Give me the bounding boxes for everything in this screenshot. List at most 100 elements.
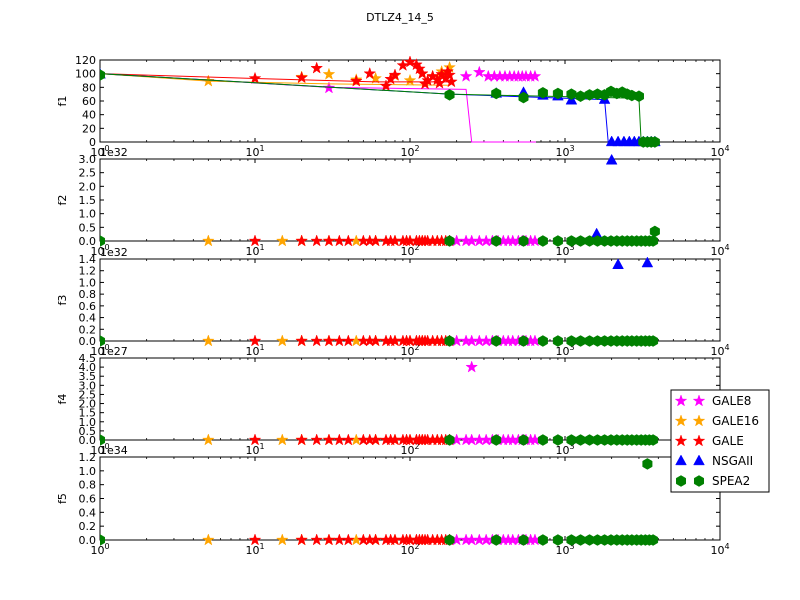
y-tick-label: 0.8 (79, 479, 97, 492)
data-point-SPEA2 (552, 434, 563, 446)
data-point-GALE16 (201, 334, 215, 347)
y-tick-label: 120 (75, 54, 96, 67)
data-point-GALE (415, 66, 429, 80)
data-point-GALE (248, 334, 262, 347)
legend-frame (670, 389, 770, 493)
subplot-f3: 100 101 102 103 104 0.00.20.40.60.81.01.21.4 f… (56, 246, 730, 358)
x-tick-label: 101 (245, 542, 264, 557)
y-tick-label: 2.5 (79, 388, 97, 401)
legend-marker-GALE16 (692, 414, 706, 427)
axes-frame (99, 158, 721, 242)
series-layer (100, 256, 659, 347)
data-point-SPEA2 (575, 434, 586, 446)
x-tick-label: 102 (400, 243, 419, 258)
legend-label-GALE16: GALE16 (712, 414, 759, 428)
data-point-SPEA2 (491, 534, 502, 546)
data-point-GALE (295, 533, 309, 546)
series-layer (100, 153, 660, 247)
y-tick-label: 1.5 (79, 194, 97, 207)
data-point-NSGAII (605, 153, 618, 165)
data-point-GALE16 (322, 67, 336, 80)
data-point-SPEA2 (444, 534, 455, 546)
data-point-SPEA2 (648, 534, 659, 546)
x-tick-label: 104 (710, 243, 729, 258)
data-point-SPEA2 (491, 235, 502, 247)
data-point-GALE8 (459, 69, 473, 82)
data-point-GALE (248, 71, 262, 84)
legend-label-GALE: GALE (712, 434, 744, 448)
x-tick-label: 101 (245, 144, 264, 159)
x-tick-label: 103 (555, 243, 574, 258)
data-point-NSGAII (641, 256, 654, 268)
y-tick-label: 2.0 (79, 180, 97, 193)
x-tick-label: 100 (90, 243, 109, 258)
data-point-SPEA2 (566, 235, 577, 247)
x-tick-label: 100 (90, 542, 109, 557)
data-point-GALE16 (275, 334, 289, 347)
axes-frame (99, 357, 721, 441)
y-tick-label: 0 (89, 136, 96, 149)
y-tick-label: 3.0 (79, 153, 97, 166)
x-tick-label: 102 (400, 144, 419, 159)
data-point-SPEA2 (444, 335, 455, 347)
x-tick-label: 104 (710, 343, 729, 358)
y-tick-label: 1.2 (79, 265, 97, 278)
y-tick-label: 2.5 (79, 167, 97, 180)
legend: GALE8 GALE16 GALE NSGAII SPEA2 (670, 389, 770, 493)
y-tick-label: 0.5 (79, 425, 97, 438)
data-point-SPEA2 (575, 90, 586, 103)
data-point-SPEA2 (649, 136, 660, 148)
y-tick-label: 60 (82, 95, 96, 108)
data-point-GALE (341, 433, 355, 446)
data-point-GALE (363, 66, 377, 80)
data-point-GALE (248, 234, 262, 247)
axes-frame (99, 456, 721, 541)
y-tick-label: 0.6 (79, 300, 97, 313)
data-point-SPEA2 (100, 69, 106, 81)
legend-marker-NSGAII (675, 454, 687, 466)
data-point-GALE16 (275, 433, 289, 446)
y-tick-label: 1.0 (79, 465, 97, 478)
series-layer (100, 360, 659, 446)
legend-marker-NSGAII (693, 454, 705, 466)
data-point-SPEA2 (648, 335, 659, 347)
legend-label-GALE8: GALE8 (712, 394, 751, 408)
y-tick-label: 1.0 (79, 208, 97, 221)
data-point-SPEA2 (518, 335, 529, 347)
x-tick-label: 104 (710, 542, 729, 557)
data-point-SPEA2 (537, 434, 548, 446)
data-point-GALE (310, 234, 324, 247)
data-point-SPEA2 (518, 235, 529, 247)
data-point-SPEA2 (537, 235, 548, 247)
data-point-SPEA2 (633, 90, 644, 103)
y-tick-label: 4.0 (79, 361, 97, 374)
y-tick-label: 40 (82, 109, 96, 122)
x-tick-label: 102 (400, 343, 419, 358)
x-tick-label: 102 (400, 442, 419, 457)
x-tick-label: 104 (710, 144, 729, 159)
data-point-GALE (295, 433, 309, 446)
y-tick-label: 1.0 (79, 276, 97, 289)
x-tick-label: 103 (555, 144, 574, 159)
y-tick-label: 1.2 (79, 451, 97, 464)
data-point-GALE (379, 79, 393, 92)
data-point-SPEA2 (444, 434, 455, 446)
data-point-GALE (444, 75, 458, 88)
y-tick-label: 0.0 (79, 235, 97, 248)
data-point-SPEA2 (575, 335, 586, 347)
y-tick-label: 100 (75, 68, 96, 81)
legend-marker-SPEA2 (693, 475, 705, 487)
y-tick-label: 80 (82, 81, 96, 94)
data-point-GALE (248, 533, 262, 546)
data-point-SPEA2 (100, 335, 106, 347)
subplot-f5: 100 101 102 103 104 0.00.20.40.60.81.01.2 f5 1e… (56, 444, 730, 557)
data-point-GALE8 (528, 69, 542, 82)
data-point-SPEA2 (552, 335, 563, 347)
y-tick-label: 0.8 (79, 288, 97, 301)
legend-marker-GALE8 (692, 394, 706, 407)
data-point-GALE8 (472, 65, 486, 78)
data-point-SPEA2 (518, 534, 529, 546)
y-axis-label: f4 (56, 394, 69, 405)
